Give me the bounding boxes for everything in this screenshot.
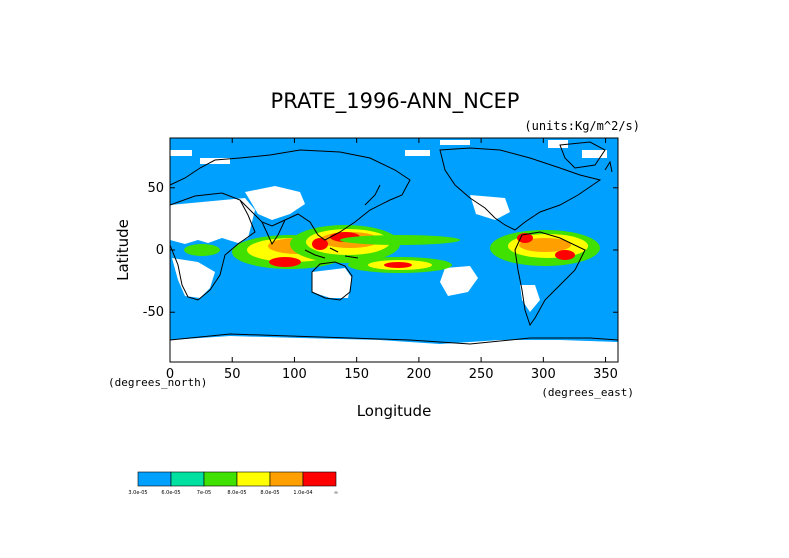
x-unit-label: (degrees_east) [541,386,634,399]
x-tick-label: 0 [166,367,174,382]
y-tick-label: 0 [156,243,164,258]
dry-region-southern-africa [172,258,215,298]
x-tick-label: 200 [406,367,431,382]
y-axis: -50 0 50 [143,181,618,320]
coastlines [169,141,619,345]
band-americas-orange [519,238,571,252]
y-axis-label: Latitude [114,219,132,281]
coast-greenland [559,141,606,169]
dry-land-regions [170,140,618,362]
y-unit-label: (degrees_north) [108,376,207,389]
dry-region-east-pacific [440,266,478,296]
x-tick-label: 50 [224,367,241,382]
dry-arctic-1 [170,150,192,156]
x-tick-label: 100 [282,367,307,382]
colorbar-swatch [137,471,172,487]
colorbar-label: 8.0e-05 [260,490,279,496]
dry-region-sahara [170,198,255,244]
band-western-pacific-red-2 [312,238,328,250]
band-americas-red-1 [517,233,533,243]
band-americas-red-2 [555,250,575,260]
colorbar-label: 8.0e-05 [227,490,246,496]
dry-arctic-3 [405,150,430,156]
colorbar-label: 1.0e-04 [293,490,312,496]
band-spcz-red [384,262,412,268]
coast-africa [169,192,256,301]
y-tick-label: 50 [147,181,164,196]
x-axis: 0 50 100 150 200 250 300 350 [166,138,618,382]
chart-title: PRATE_1996-ANN_NCEP [271,89,520,114]
band-itcz-green [340,235,460,245]
coast-japan [364,184,381,206]
colorbar-swatch [203,471,238,487]
x-axis-label: Longitude [357,402,432,420]
colorbar-swatch [170,471,205,487]
coast-south-america [514,231,586,327]
dry-arctic-6 [582,150,607,158]
coast-uk [604,160,613,173]
dry-arctic-4 [440,140,470,145]
coast-antarctica [169,333,619,345]
precip-bands [184,225,600,273]
colorbar-swatch [269,471,304,487]
colorbar: 3.0e-05 6.0e-05 7e-05 8.0e-05 8.0e-05 1.0e-04… [128,471,338,496]
colorbar-label: ∞ [334,490,338,496]
band-indian-ocean-red [269,257,301,267]
dry-arctic-2 [200,158,230,164]
x-tick-label: 150 [344,367,369,382]
coast-indonesia [304,247,359,259]
dry-region-antarctica [170,336,618,362]
colorbar-swatch [236,471,271,487]
x-tick-label: 300 [531,367,556,382]
map-plot-area [169,137,619,363]
colorbar-label: 6.0e-05 [161,490,180,496]
colorbar-label: 3.0e-05 [128,490,147,496]
y-tick-label: -50 [143,305,164,320]
coast-north-america [439,147,602,231]
colorbar-swatch [302,471,337,487]
x-tick-label: 350 [593,367,618,382]
dry-region-patagonia [520,285,540,312]
band-africa-green [184,244,220,256]
coast-india [261,219,286,246]
dry-region-australia [312,268,352,298]
dry-region-north-america [470,195,510,220]
coast-australia [311,261,353,301]
dry-arctic-5 [548,140,568,148]
dry-region-central-asia [245,186,305,220]
x-tick-label: 250 [469,367,494,382]
colorbar-label: 7e-05 [197,490,211,496]
units-label: (units:Kg/m^2/s) [524,119,640,133]
